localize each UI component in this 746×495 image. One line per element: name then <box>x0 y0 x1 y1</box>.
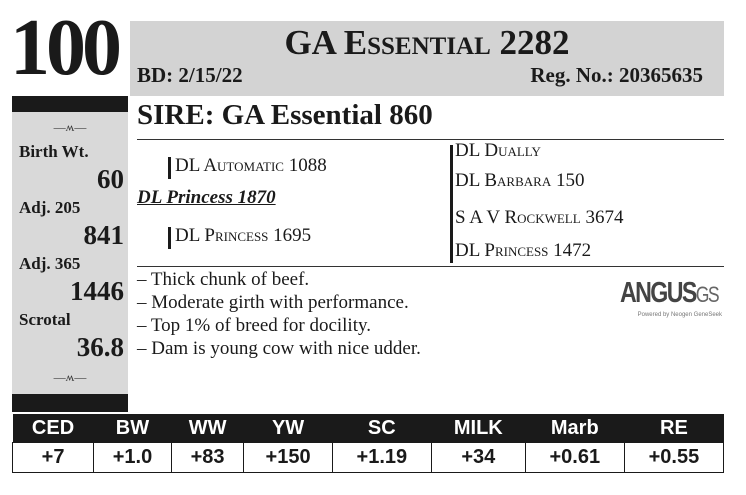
epd-value: +0.55 <box>623 442 725 473</box>
pedigree-bracket <box>168 157 171 179</box>
stat-value: 60 <box>97 164 124 194</box>
pedigree-ancestor: S A V Rockwell 3674 <box>455 207 624 228</box>
registration-number: Reg. No.: 20365635 <box>530 63 703 87</box>
epd-header: RE <box>624 414 724 443</box>
stat-value: 36.8 <box>76 332 124 362</box>
note: – Top 1% of breed for docility. <box>137 315 372 336</box>
epd-header: SC <box>332 414 432 443</box>
divider <box>137 266 724 267</box>
sire-name: SIRE: GA Essential 860 <box>137 99 433 131</box>
epd-header: CED <box>12 414 94 443</box>
epd-value: +7 <box>11 442 95 473</box>
logo-wordmark: ANGUSGS <box>620 277 720 309</box>
pedigree-bracket <box>168 227 171 249</box>
stat-value: 841 <box>83 220 125 250</box>
note: – Thick chunk of beef. <box>137 269 310 290</box>
note: – Dam is young cow with nice udder. <box>137 338 421 359</box>
epd-table: CED BW WW YW SC MILK Marb RE +7 +1.0 +83… <box>11 414 725 473</box>
ornament: —ʍ— <box>53 120 87 134</box>
epd-header: Marb <box>525 414 625 443</box>
epd-value: +1.0 <box>93 442 172 473</box>
pedigree-ancestor: DL Dually <box>455 140 541 161</box>
divider <box>137 139 724 140</box>
stat-value: 1446 <box>70 276 124 306</box>
stat-label: Adj. 205 <box>19 198 81 217</box>
angus-gs-logo: ANGUSGS Powered by Neogen GeneSeek <box>620 278 722 319</box>
stat-label: Birth Wt. <box>19 142 89 161</box>
stats-sidebar: —ʍ— Birth Wt. 60 Adj. 205 841 Adj. 365 1… <box>12 112 128 394</box>
pedigree-ancestor: DL Princess 1472 <box>455 240 592 261</box>
epd-value: +150 <box>243 442 333 473</box>
pedigree-bracket <box>450 145 453 263</box>
epd-header-row: CED BW WW YW SC MILK Marb RE <box>12 414 724 443</box>
epd-header: WW <box>171 414 244 443</box>
epd-value: +0.61 <box>524 442 625 473</box>
epd-value-row: +7 +1.0 +83 +150 +1.19 +34 +0.61 +0.55 <box>11 442 725 473</box>
dam-dam: DL Princess 1695 <box>175 225 312 246</box>
epd-header: BW <box>93 414 172 443</box>
epd-header: YW <box>243 414 333 443</box>
header-box: GA Essential 2282 BD: 2/15/22 Reg. No.: … <box>130 21 724 96</box>
epd-header: MILK <box>431 414 526 443</box>
lot-number: 100 <box>10 4 122 92</box>
sidebar-top-bar <box>12 96 128 112</box>
stat-label: Scrotal <box>19 310 71 329</box>
epd-value: +34 <box>430 442 526 473</box>
dam-sire: DL Automatic 1088 <box>175 155 327 176</box>
stat-label: Adj. 365 <box>19 254 81 273</box>
pedigree-ancestor: DL Barbara 150 <box>455 170 585 191</box>
birth-date: BD: 2/15/22 <box>137 63 243 87</box>
logo-tagline: Powered by Neogen GeneSeek <box>637 312 722 318</box>
ornament: —ʍ— <box>53 370 87 384</box>
epd-value: +83 <box>170 442 245 473</box>
dam-name: DL Princess 1870 <box>137 187 276 208</box>
sidebar-bottom-bar <box>12 394 128 412</box>
animal-name: GA Essential 2282 <box>284 23 570 62</box>
epd-value: +1.19 <box>331 442 432 473</box>
note: – Moderate girth with performance. <box>137 292 409 313</box>
